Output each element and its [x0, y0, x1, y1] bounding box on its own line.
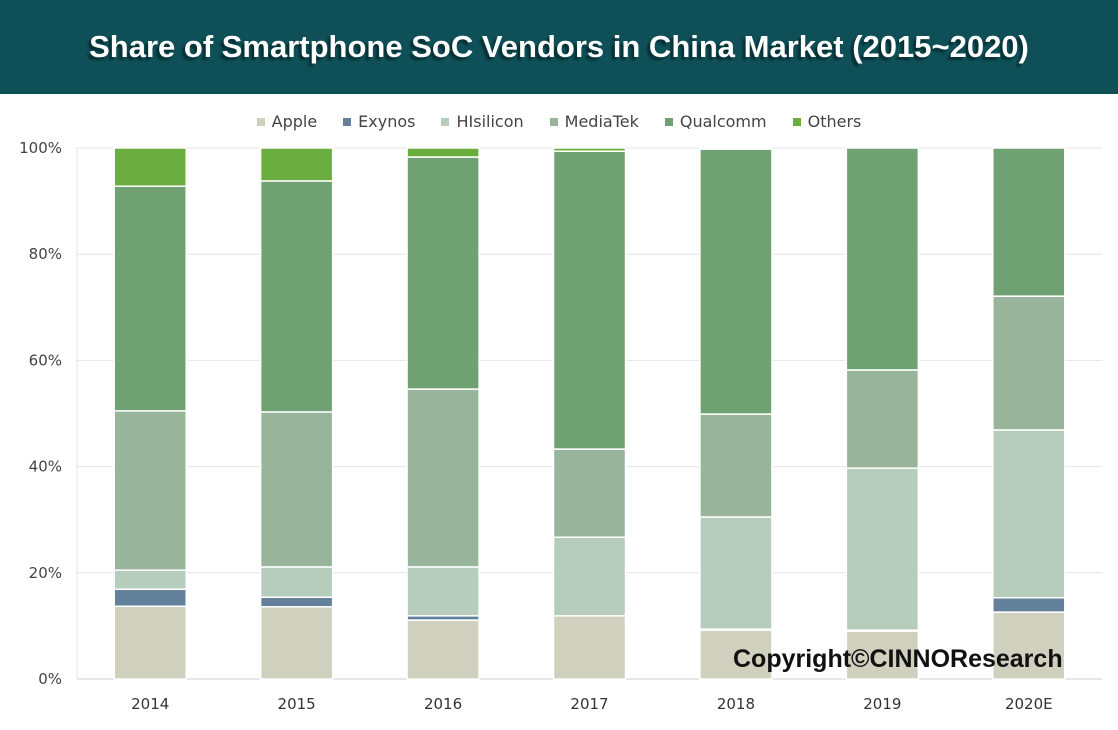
legend-label: Others: [807, 112, 862, 131]
x-tick-label: 2018: [717, 695, 755, 713]
bar-segment-apple: [259, 606, 334, 680]
bar-segment-qualcomm: [406, 156, 480, 390]
bar-segment-hisilicon: [992, 429, 1066, 599]
legend-item: Exynos: [343, 112, 415, 131]
bar-segment-mediatek: [699, 413, 773, 518]
bar-segment-hisilicon: [406, 566, 480, 617]
bar-segment-qualcomm: [113, 185, 187, 412]
x-tick-label: 2017: [570, 695, 608, 713]
bar-segment-mediatek: [113, 410, 187, 571]
y-tick-label: 80%: [29, 245, 62, 263]
bar-segment-others: [259, 147, 334, 182]
y-tick-label: 0%: [38, 670, 62, 688]
bar-segment-mediatek: [845, 369, 920, 469]
bar-segment-exynos: [992, 597, 1066, 613]
bar-segment-mediatek: [992, 295, 1066, 431]
bar-segment-hisilicon: [259, 566, 334, 598]
bar-segment-mediatek: [259, 411, 334, 568]
y-tick-label: 60%: [29, 351, 62, 369]
legend-swatch: [549, 117, 558, 126]
legend-label: Exynos: [358, 112, 416, 131]
bar-segment-apple: [552, 615, 627, 680]
bar-segment-hisilicon: [845, 467, 920, 631]
legend-item: HIsilicon: [441, 112, 524, 131]
chart-title: Share of Smartphone SoC Vendors in China…: [89, 29, 1029, 64]
bar-segment-others: [699, 147, 773, 150]
watermark: Copyright©CINNOResearch: [733, 645, 1063, 673]
title-bar: Share of Smartphone SoC Vendors in China…: [0, 0, 1118, 94]
legend-label: MediaTek: [564, 112, 639, 131]
bar-segment-hisilicon: [552, 536, 627, 617]
legend-swatch: [792, 117, 801, 126]
legend-swatch: [664, 117, 673, 126]
bar-segment-qualcomm: [992, 147, 1066, 297]
y-tick-label: 100%: [19, 139, 62, 157]
bar-segment-exynos: [113, 588, 187, 608]
legend-label: Qualcomm: [679, 112, 767, 131]
bar-segment-apple: [113, 605, 187, 680]
bar-segment-apple: [406, 619, 480, 680]
legend-item: Others: [792, 112, 862, 131]
bar-segment-hisilicon: [699, 516, 773, 630]
bar-segment-exynos: [259, 596, 334, 608]
x-tick-label: 2015: [278, 695, 316, 713]
bar-segment-qualcomm: [552, 150, 627, 450]
bar-segment-others: [552, 147, 627, 152]
x-tick-label: 2014: [131, 695, 169, 713]
bar-segment-others: [406, 147, 480, 158]
legend-swatch: [441, 117, 450, 126]
legend-swatch: [343, 117, 352, 126]
legend: Apple Exynos HIsilicon MediaTek Qualcomm Othe…: [0, 112, 1118, 131]
x-tick-label: 2016: [424, 695, 462, 713]
y-tick-label: 20%: [29, 564, 62, 582]
bar-segment-mediatek: [552, 448, 627, 538]
y-tick-label: 40%: [29, 458, 62, 476]
bar-segment-apple: [992, 611, 1066, 680]
bar-segment-mediatek: [406, 388, 480, 568]
legend-label: HIsilicon: [456, 112, 524, 131]
legend-item: Apple: [256, 112, 318, 131]
bar-segment-qualcomm: [845, 147, 920, 371]
bar-segment-qualcomm: [259, 180, 334, 413]
bar-segment-qualcomm: [699, 148, 773, 415]
x-tick-label: 2020E: [1005, 695, 1053, 713]
bar-segment-hisilicon: [113, 569, 187, 591]
legend-swatch: [256, 117, 265, 126]
legend-item: MediaTek: [549, 112, 639, 131]
legend-item: Qualcomm: [664, 112, 767, 131]
legend-label: Apple: [271, 112, 318, 131]
x-tick-label: 2019: [863, 695, 901, 713]
bar-segment-others: [113, 147, 187, 187]
